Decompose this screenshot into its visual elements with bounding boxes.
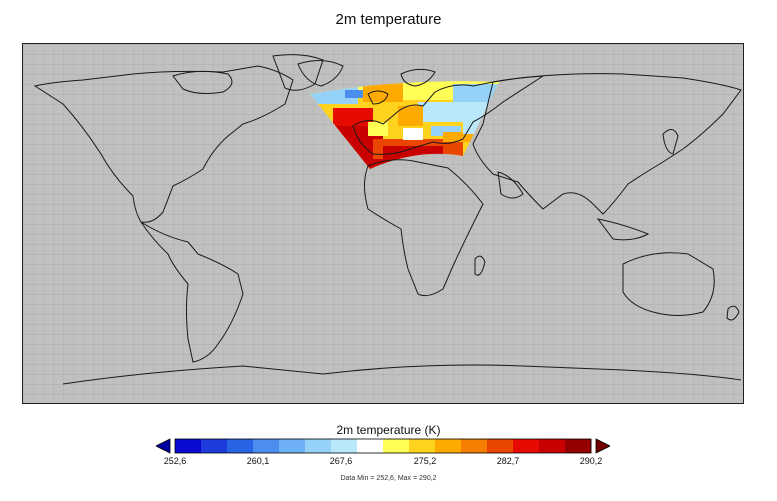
colorbar-label: 2m temperature (K) [336, 423, 441, 437]
data-min-max: Data Min = 252,6, Max = 290,2 [340, 475, 437, 482]
colorbar-step-4 [279, 439, 306, 453]
map-panel[interactable] [22, 43, 744, 404]
colorbar-step-15 [565, 439, 592, 453]
colorbar-under-arrow [156, 438, 171, 454]
colorbar-step-12 [487, 439, 514, 453]
colorbar-step-11 [461, 439, 488, 453]
colorbar-tick-4: 282,7 [496, 456, 520, 466]
colorbar-step-14 [539, 439, 566, 453]
colorbar-tick-1: 260,1 [246, 456, 270, 466]
colorbar-step-7 [357, 439, 384, 453]
colorbar-step-6 [331, 439, 358, 453]
colorbar-frame [174, 438, 592, 454]
world-map [23, 44, 743, 403]
colorbar [156, 438, 610, 454]
colorbar-tick-2: 267,6 [329, 456, 353, 466]
colorbar-step-0 [175, 439, 202, 453]
map-title: 2m temperature [335, 11, 442, 28]
colorbar-step-10 [435, 439, 462, 453]
coastlines [33, 54, 742, 385]
colorbar-tick-5: 290,2 [579, 456, 603, 466]
colorbar-step-8 [383, 439, 410, 453]
colorbar-over-arrow [595, 438, 610, 454]
colorbar-tick-0: 252,6 [163, 456, 187, 466]
colorbar-step-2 [227, 439, 254, 453]
colorbar-tick-3: 275,2 [413, 456, 437, 466]
colorbar-step-9 [409, 439, 436, 453]
colorbar-step-13 [513, 439, 540, 453]
colorbar-step-3 [253, 439, 280, 453]
colorbar-step-1 [201, 439, 228, 453]
colorbar-step-5 [305, 439, 332, 453]
